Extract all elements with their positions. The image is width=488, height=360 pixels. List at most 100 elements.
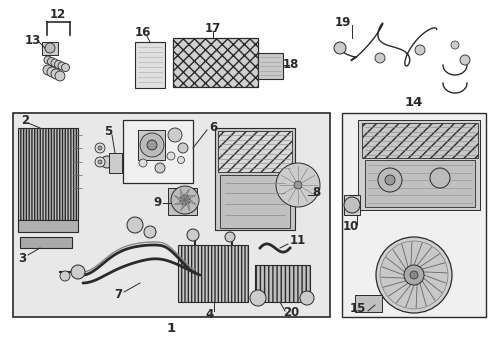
Bar: [135, 42, 164, 88]
Bar: [123, 120, 193, 183]
Circle shape: [177, 157, 184, 163]
Circle shape: [224, 232, 235, 242]
Text: 1: 1: [166, 321, 175, 334]
Circle shape: [171, 186, 199, 214]
Circle shape: [51, 69, 61, 79]
Text: 9: 9: [153, 197, 161, 210]
Bar: [343, 195, 359, 215]
Circle shape: [71, 265, 85, 279]
Bar: [220, 175, 289, 228]
Bar: [215, 128, 294, 230]
Bar: [18, 220, 78, 232]
Text: 15: 15: [349, 302, 366, 315]
Circle shape: [45, 43, 55, 53]
Text: 18: 18: [282, 58, 299, 72]
Circle shape: [95, 157, 105, 167]
Text: 20: 20: [282, 306, 299, 319]
Circle shape: [375, 237, 451, 313]
Circle shape: [167, 152, 175, 160]
Circle shape: [101, 156, 113, 168]
Text: 16: 16: [135, 27, 151, 40]
Text: 10: 10: [342, 220, 358, 234]
Circle shape: [60, 271, 70, 281]
Circle shape: [384, 175, 394, 185]
Bar: [13, 113, 329, 317]
Text: 2: 2: [21, 114, 29, 127]
Text: 8: 8: [311, 186, 320, 199]
Text: 7: 7: [114, 288, 122, 301]
Circle shape: [429, 168, 449, 188]
Circle shape: [409, 271, 417, 279]
Text: 17: 17: [204, 22, 221, 35]
Bar: [168, 188, 197, 215]
Text: 5: 5: [103, 126, 112, 139]
Circle shape: [178, 143, 187, 153]
Bar: [18, 128, 78, 220]
Circle shape: [54, 60, 62, 68]
Bar: [20, 237, 72, 248]
Bar: [254, 265, 309, 302]
Circle shape: [47, 67, 57, 77]
Bar: [42, 42, 58, 55]
Circle shape: [414, 45, 424, 55]
Circle shape: [377, 168, 401, 192]
Bar: [138, 130, 164, 160]
Text: 12: 12: [50, 9, 66, 22]
Circle shape: [95, 143, 105, 153]
Text: 14: 14: [404, 96, 422, 109]
Text: 13: 13: [25, 33, 41, 46]
Bar: [364, 160, 474, 207]
Circle shape: [55, 71, 65, 81]
Circle shape: [61, 63, 69, 72]
Circle shape: [51, 59, 59, 67]
Circle shape: [47, 58, 55, 66]
Polygon shape: [180, 200, 184, 211]
Bar: [258, 53, 283, 79]
Circle shape: [180, 195, 190, 205]
Circle shape: [44, 56, 52, 64]
Bar: [354, 295, 381, 312]
Circle shape: [275, 163, 319, 207]
Circle shape: [155, 163, 164, 173]
Circle shape: [143, 226, 156, 238]
Circle shape: [127, 217, 142, 233]
Circle shape: [43, 65, 53, 75]
Circle shape: [249, 290, 265, 306]
Circle shape: [168, 128, 182, 142]
Circle shape: [379, 241, 447, 309]
Circle shape: [333, 42, 346, 54]
Polygon shape: [174, 200, 184, 204]
Text: 3: 3: [18, 252, 26, 265]
Circle shape: [139, 159, 147, 167]
Text: 4: 4: [205, 307, 214, 320]
Circle shape: [58, 62, 66, 70]
Circle shape: [186, 229, 199, 241]
Text: 6: 6: [208, 121, 217, 135]
Circle shape: [374, 53, 384, 63]
Circle shape: [140, 133, 163, 157]
Bar: [109, 153, 122, 173]
Polygon shape: [174, 195, 184, 200]
Circle shape: [98, 146, 102, 150]
Circle shape: [299, 291, 313, 305]
Polygon shape: [180, 189, 184, 200]
Bar: [218, 131, 291, 172]
Text: 19: 19: [334, 15, 350, 28]
Bar: [357, 120, 479, 210]
Polygon shape: [184, 200, 189, 211]
Circle shape: [98, 160, 102, 164]
Polygon shape: [184, 200, 196, 205]
Bar: [361, 123, 477, 158]
Circle shape: [459, 55, 469, 65]
Bar: [341, 113, 485, 317]
Bar: [173, 38, 258, 87]
Polygon shape: [184, 189, 189, 200]
Text: 11: 11: [289, 234, 305, 247]
Circle shape: [343, 197, 359, 213]
Circle shape: [293, 181, 302, 189]
Polygon shape: [184, 195, 196, 200]
Bar: [178, 245, 247, 302]
Circle shape: [147, 140, 157, 150]
Circle shape: [450, 41, 458, 49]
Circle shape: [403, 265, 423, 285]
